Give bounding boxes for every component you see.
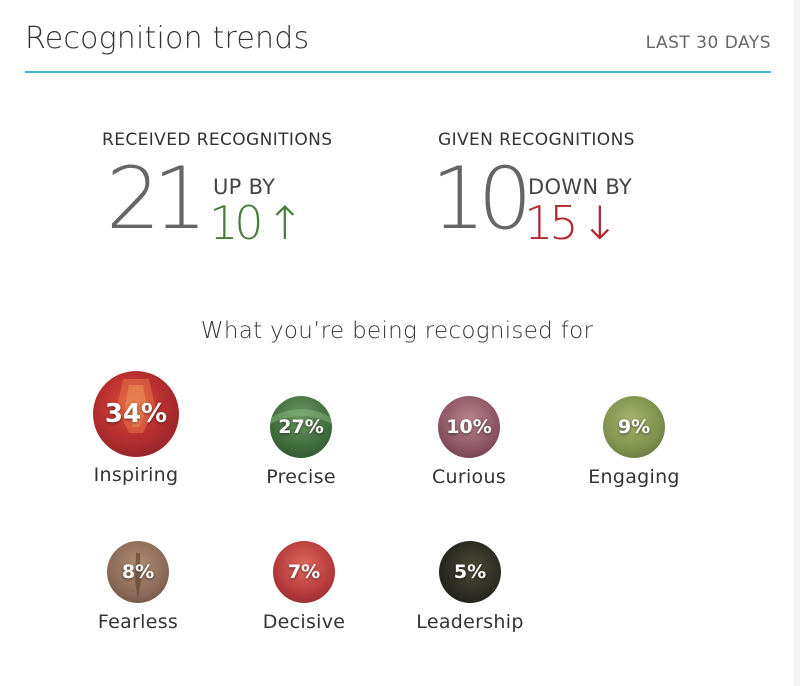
period-selector[interactable]: LAST 30 DAYS	[645, 33, 771, 53]
value-inspiring[interactable]: 34% Inspiring	[56, 371, 216, 486]
value-precise-label: Precise	[266, 466, 336, 488]
value-decisive-label: Decisive	[262, 611, 346, 633]
value-inspiring-badge: 34%	[93, 371, 179, 457]
value-precise-percent: 27%	[278, 416, 324, 438]
balloon-icon	[117, 379, 155, 433]
value-inspiring-percent: 34%	[104, 399, 168, 429]
scrollbar-track	[794, 0, 800, 686]
value-precise-badge: 27%	[270, 396, 332, 458]
arrow-down-icon: ↓	[580, 196, 620, 250]
received-count: 21	[106, 149, 207, 249]
given-change-label: DOWN BY	[528, 175, 633, 199]
received-change: 10 ↑	[209, 198, 304, 248]
received-change-value: 10	[209, 196, 264, 250]
given-change: 15 ↓	[524, 198, 619, 248]
value-leadership-percent: 5%	[453, 561, 487, 583]
value-decisive[interactable]: 7% Decisive	[224, 541, 384, 633]
value-decisive-percent: 7%	[287, 561, 321, 583]
value-engaging-label: Engaging	[588, 466, 680, 488]
value-curious-badge: 10%	[438, 396, 500, 458]
given-change-value: 15	[524, 196, 579, 250]
value-leadership-badge: 5%	[439, 541, 501, 603]
value-fearless-badge: 8%	[107, 541, 169, 603]
value-fearless[interactable]: 8% Fearless	[58, 541, 218, 633]
figure-icon	[135, 553, 141, 599]
value-inspiring-label: Inspiring	[93, 464, 179, 486]
given-count: 10	[431, 149, 532, 249]
values-section-title: What you’re being recognised for	[200, 318, 594, 344]
card-header: Recognition trends LAST 30 DAYS	[25, 16, 771, 73]
received-recognitions-label: RECEIVED RECOGNITIONS	[102, 130, 333, 150]
value-fearless-percent: 8%	[121, 561, 155, 583]
value-leadership-label: Leadership	[416, 611, 524, 633]
card-title: Recognition trends	[25, 21, 310, 56]
leaf-icon	[270, 409, 332, 424]
value-curious[interactable]: 10% Curious	[389, 396, 549, 488]
value-precise[interactable]: 27% Precise	[221, 396, 381, 488]
given-recognitions-label: GIVEN RECOGNITIONS	[438, 130, 635, 150]
value-fearless-label: Fearless	[97, 611, 179, 633]
value-engaging[interactable]: 9% Engaging	[554, 396, 714, 488]
received-change-label: UP BY	[213, 175, 276, 199]
value-engaging-badge: 9%	[603, 396, 665, 458]
value-decisive-badge: 7%	[273, 541, 335, 603]
value-engaging-percent: 9%	[617, 416, 651, 438]
value-leadership[interactable]: 5% Leadership	[390, 541, 550, 633]
arrow-up-icon: ↑	[265, 196, 305, 250]
value-curious-percent: 10%	[446, 416, 492, 438]
value-curious-label: Curious	[431, 466, 507, 488]
